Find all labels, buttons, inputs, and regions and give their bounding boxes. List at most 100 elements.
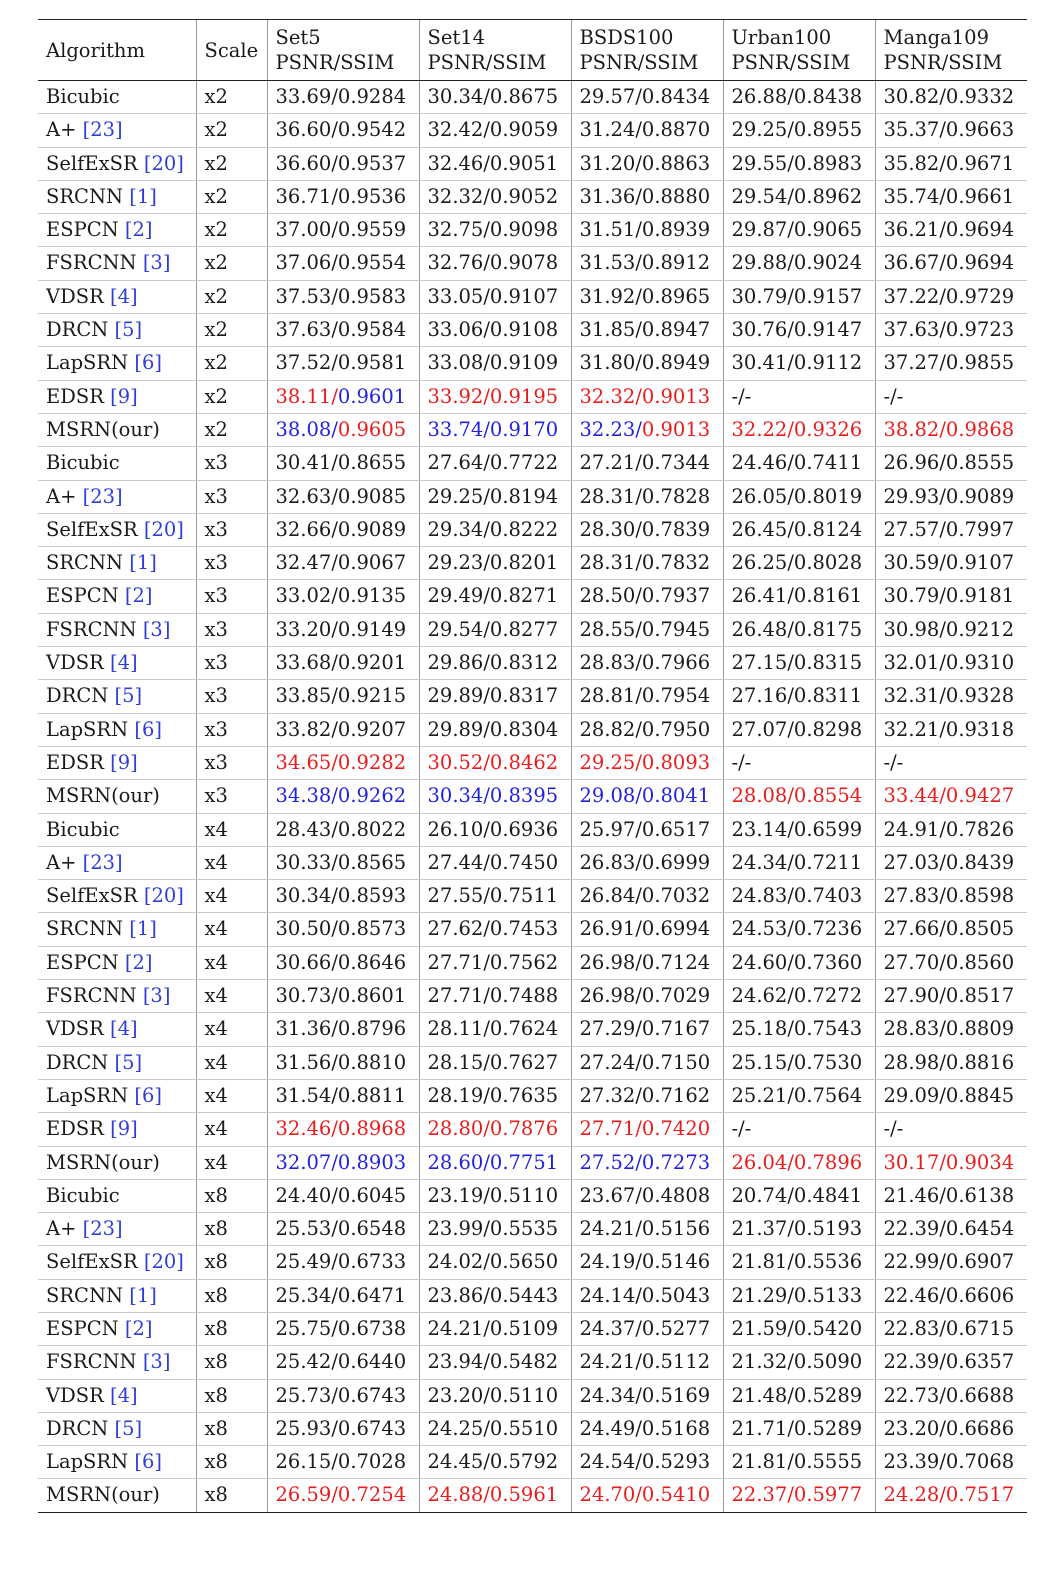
ssim-value: 0.9195 xyxy=(489,384,559,408)
psnr-value: 25.49 xyxy=(275,1250,332,1274)
citation-link[interactable]: [6] xyxy=(134,1450,162,1474)
citation-link[interactable]: [1] xyxy=(129,551,157,575)
psnr-value: 29.25 xyxy=(579,750,636,774)
psnr-value: 30.52 xyxy=(427,750,484,774)
algorithm-name: SRCNN xyxy=(46,917,124,941)
citation-link[interactable]: [3] xyxy=(142,984,171,1008)
psnr-ssim-cell: 38.11/0.9601 xyxy=(266,380,419,414)
citation-link[interactable]: [9] xyxy=(110,1117,138,1141)
citation-link[interactable]: [5] xyxy=(114,684,143,708)
citation-link[interactable]: [6] xyxy=(134,351,162,375)
citation-link[interactable]: [4] xyxy=(109,1017,138,1041)
algorithm-name: DRCN xyxy=(46,684,109,708)
separator: / xyxy=(331,218,338,242)
dataset-name: Set14 xyxy=(427,26,486,49)
citation-link[interactable]: [23] xyxy=(82,1217,123,1241)
separator: / xyxy=(331,1283,338,1307)
separator: / xyxy=(331,950,338,974)
psnr-value: 32.66 xyxy=(275,517,332,541)
psnr-ssim-cell: 24.88/0.5961 xyxy=(418,1478,571,1513)
citation-link[interactable]: [23] xyxy=(82,118,123,142)
ssim-value: 0.9157 xyxy=(793,284,863,308)
citation-link[interactable]: [4] xyxy=(109,1383,138,1407)
citation-link[interactable]: [20] xyxy=(143,151,184,175)
ssim-value: 0.6138 xyxy=(945,1183,1015,1207)
psnr-value: 30.66 xyxy=(275,950,332,974)
citation-link[interactable]: [23] xyxy=(82,484,123,508)
citation-link[interactable]: [5] xyxy=(114,318,143,342)
citation-link[interactable]: [2] xyxy=(124,950,153,974)
psnr-value: 24.21 xyxy=(579,1350,636,1374)
psnr-value: 23.67 xyxy=(579,1183,636,1207)
separator: / xyxy=(483,85,490,108)
separator: / xyxy=(635,284,642,308)
psnr-ssim-cell: 33.68/0.9201 xyxy=(266,646,419,681)
citation-link[interactable]: [6] xyxy=(134,1083,162,1107)
separator: / xyxy=(331,1383,338,1407)
psnr-value: 29.89 xyxy=(427,717,484,741)
algorithm-name: SelfExSR xyxy=(46,151,138,175)
psnr-ssim-cell: 26.45/0.8124 xyxy=(722,513,875,548)
ssim-value: 0.6045 xyxy=(337,1183,407,1207)
citation-link[interactable]: [2] xyxy=(124,1316,153,1340)
psnr-value: 29.54 xyxy=(731,184,788,208)
metric-name: PSNR/SSIM xyxy=(579,51,699,74)
psnr-ssim-cell: 22.39/0.6454 xyxy=(874,1212,1027,1247)
citation-link[interactable]: [4] xyxy=(109,651,138,675)
psnr-value: 32.75 xyxy=(427,218,484,242)
psnr-value: 31.36 xyxy=(275,1017,332,1041)
psnr-ssim-cell: 28.31/0.7828 xyxy=(570,480,723,514)
citation-link[interactable]: [5] xyxy=(114,1050,143,1074)
citation-link[interactable]: [1] xyxy=(129,1283,157,1307)
separator: / xyxy=(483,1416,490,1440)
citation-link[interactable]: [3] xyxy=(142,1350,171,1374)
separator: / xyxy=(635,384,642,408)
separator: / xyxy=(483,318,490,342)
ssim-value: 0.9318 xyxy=(945,717,1015,741)
scale-cell: x2 xyxy=(195,113,267,148)
psnr-value: 29.54 xyxy=(427,617,484,641)
citation-link[interactable]: [2] xyxy=(124,584,153,608)
ssim-value: 0.5650 xyxy=(489,1250,559,1274)
scale-cell: x4 xyxy=(195,879,267,914)
algorithm-name: SelfExSR xyxy=(46,884,138,908)
citation-link[interactable]: [5] xyxy=(114,1416,143,1440)
citation-link[interactable]: [20] xyxy=(143,1250,184,1274)
results-table: Algorithm Scale Set5 PSNR/SSIM Set14 PSNR/… xyxy=(38,19,1027,1513)
citation-link[interactable]: [2] xyxy=(124,218,153,242)
ssim-value: 0.8968 xyxy=(337,1117,407,1141)
algorithm-cell: ESPCN [2] xyxy=(38,1312,196,1347)
psnr-value: 27.62 xyxy=(427,917,484,941)
psnr-value: 21.48 xyxy=(731,1383,788,1407)
citation-link[interactable]: [9] xyxy=(110,750,138,774)
separator: / xyxy=(635,551,642,575)
separator: / xyxy=(331,717,338,741)
citation-link[interactable]: [1] xyxy=(129,184,157,208)
psnr-value: 30.59 xyxy=(883,551,940,575)
psnr-value: 24.14 xyxy=(579,1283,636,1307)
citation-link[interactable]: [9] xyxy=(110,384,138,408)
ssim-value: 0.8439 xyxy=(945,850,1015,874)
citation-link[interactable]: [23] xyxy=(82,850,123,874)
citation-link[interactable]: [20] xyxy=(143,517,184,541)
algorithm-cell: DRCN [5] xyxy=(38,1046,196,1080)
citation-link[interactable]: [3] xyxy=(142,617,171,641)
ssim-value: 0.7896 xyxy=(793,1150,863,1174)
citation-link[interactable]: [1] xyxy=(129,917,157,941)
ssim-value: 0.8655 xyxy=(337,451,407,475)
citation-link[interactable]: [20] xyxy=(143,884,184,908)
separator: / xyxy=(787,1083,794,1107)
psnr-ssim-cell: 37.06/0.9554 xyxy=(266,246,419,281)
psnr-ssim-cell: 34.65/0.9282 xyxy=(266,746,419,781)
separator: / xyxy=(787,617,794,641)
separator: / xyxy=(483,1283,490,1307)
separator: / xyxy=(483,984,490,1008)
citation-link[interactable]: [6] xyxy=(134,717,162,741)
separator: / xyxy=(787,651,794,675)
psnr-ssim-cell: 30.82/0.9332 xyxy=(874,80,1027,115)
scale-cell: x2 xyxy=(195,180,267,215)
algorithm-cell: MSRN(our) xyxy=(38,1146,196,1180)
ssim-value: 0.6994 xyxy=(641,917,711,941)
citation-link[interactable]: [3] xyxy=(142,251,171,275)
citation-link[interactable]: [4] xyxy=(109,284,138,308)
